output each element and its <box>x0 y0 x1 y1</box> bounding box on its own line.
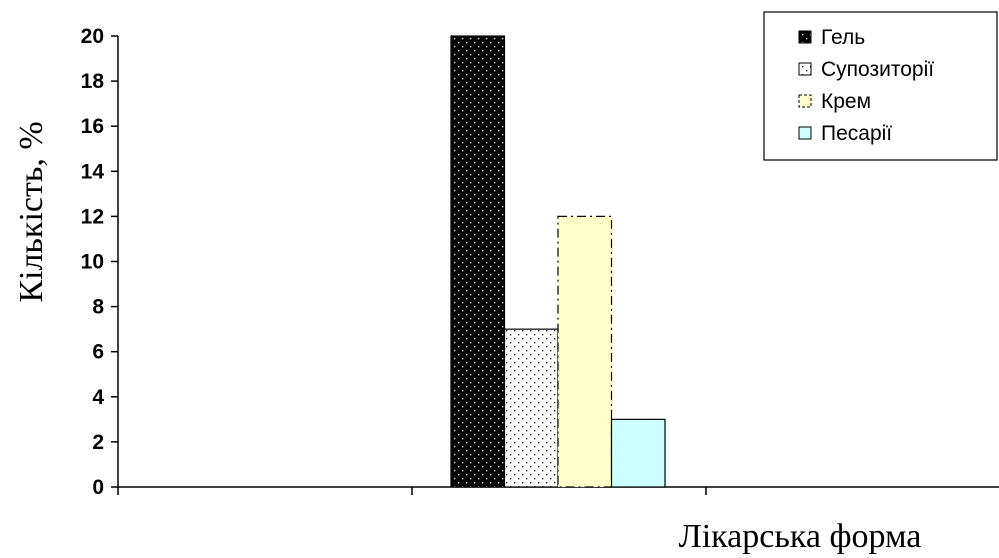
legend-label: Песарії <box>821 122 892 145</box>
y-tick-label: 18 <box>81 70 105 93</box>
y-tick-label: 12 <box>81 205 104 228</box>
y-tick-label: 2 <box>92 431 104 454</box>
legend-label: Супозиторії <box>821 58 934 81</box>
bar-2 <box>503 328 559 488</box>
legend-label: Гель <box>821 26 865 49</box>
x-axis-title: Лікарська форма <box>679 518 922 555</box>
bar-4 <box>610 418 666 488</box>
bars <box>450 35 666 488</box>
legend-swatch <box>798 126 812 140</box>
y-tick-label: 8 <box>92 296 104 319</box>
y-tick-label: 6 <box>92 341 104 364</box>
legend-swatch <box>798 62 812 76</box>
bar-3 <box>557 215 613 488</box>
legend: Гель Супозиторії Крем Песарії <box>763 11 998 161</box>
y-tick-label: 10 <box>81 251 104 274</box>
y-tick-label: 20 <box>81 25 104 48</box>
y-tick-label: 16 <box>81 115 104 138</box>
legend-label: Крем <box>821 90 871 113</box>
legend-swatch <box>798 30 812 44</box>
legend-swatch <box>798 94 812 108</box>
y-tick-label: 0 <box>92 476 104 499</box>
axes: 0 2 4 6 8 10 12 14 16 18 20 <box>81 25 999 499</box>
bar-1 <box>450 35 506 488</box>
y-axis-title: Кількість, % <box>13 121 50 302</box>
y-tick-label: 14 <box>81 160 105 183</box>
y-tick-label: 4 <box>92 386 104 409</box>
